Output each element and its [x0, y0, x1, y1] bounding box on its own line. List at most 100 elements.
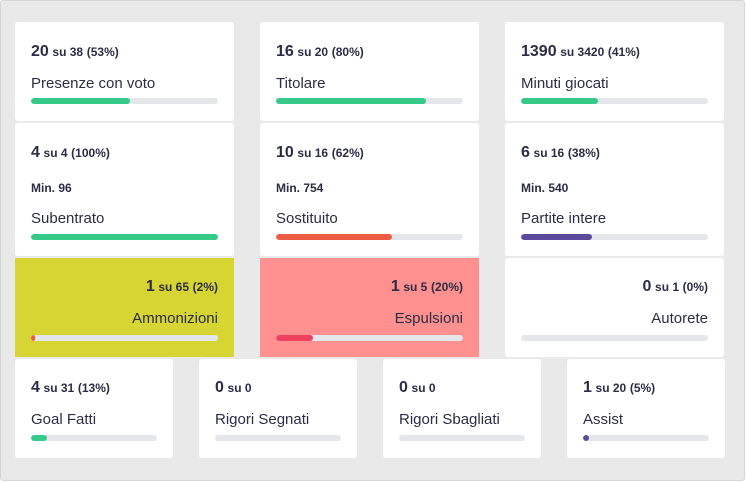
stat-label: Autorete: [651, 310, 708, 327]
stat-percent: (0%): [682, 280, 708, 294]
progress-fill: [31, 335, 35, 341]
stat-percent: (38%): [567, 146, 600, 160]
stat-label: Presenze con voto: [31, 75, 156, 92]
stat-minutes: Min. 754: [276, 181, 324, 195]
stat-value: 10: [276, 144, 294, 161]
stat-total: su 16: [297, 146, 329, 160]
stat-total: su 20: [595, 381, 627, 395]
stat-label: Subentrato: [31, 210, 105, 227]
stat-label: Minuti giocati: [521, 75, 609, 92]
progress-fill: [583, 435, 590, 441]
stat-percent: (20%): [430, 280, 463, 294]
stat-value: 1: [583, 379, 592, 396]
stat-card-assist: 1 su 20 (5%) Assist: [567, 359, 725, 458]
stat-total: su 16: [533, 146, 565, 160]
stat-total: su 31: [43, 381, 75, 395]
stat-percent: (41%): [607, 45, 640, 59]
stat-value: 0: [399, 379, 408, 396]
progress-bar: [399, 435, 525, 441]
stat-card-ammonizioni: 1 su 65 (2%) Ammonizioni: [15, 258, 234, 357]
stat-label: Rigori Segnati: [215, 411, 310, 428]
stat-total: su 4: [43, 146, 68, 160]
stat-minutes: Min. 96: [31, 181, 72, 195]
progress-bar: [521, 98, 708, 104]
progress-bar: [31, 234, 218, 240]
progress-bar: [31, 335, 218, 341]
progress-bar: [215, 435, 341, 441]
stat-card-partite-intere: 6 su 16 (38%) Min. 540 Partite intere: [505, 123, 724, 256]
stat-label: Ammonizioni: [132, 310, 218, 327]
stat-total: su 5: [403, 280, 428, 294]
stat-value-line: 0 su 1 (0%): [642, 278, 708, 296]
stat-value: 1390: [521, 43, 557, 60]
progress-fill: [276, 98, 426, 104]
stat-percent: (80%): [331, 45, 364, 59]
stat-label: Assist: [583, 411, 624, 428]
stat-card-minuti: 1390 su 3420 (41%) Minuti giocati: [505, 22, 724, 121]
stat-label: Rigori Sbagliati: [399, 411, 500, 428]
stat-total: su 0: [411, 381, 436, 395]
stat-value-line: 4 su 31 (13%): [31, 379, 110, 397]
stat-total: su 0: [227, 381, 252, 395]
stat-value: 1: [390, 278, 400, 295]
progress-bar: [276, 234, 463, 240]
stat-value: 4: [31, 379, 40, 396]
stat-value-line: 1 su 65 (2%): [146, 278, 218, 296]
stat-value-line: 6 su 16 (38%): [521, 144, 600, 162]
stat-value-line: 1390 su 3420 (41%): [521, 43, 640, 61]
stat-label: Goal Fatti: [31, 411, 97, 428]
stat-value: 20: [31, 43, 49, 60]
stat-value: 6: [521, 144, 530, 161]
stat-value-line: 4 su 4 (100%): [31, 144, 110, 162]
stat-label: Partite intere: [521, 210, 607, 227]
progress-bar: [276, 335, 463, 341]
stat-value-line: 10 su 16 (62%): [276, 144, 364, 162]
stat-percent: (13%): [77, 381, 110, 395]
progress-bar: [31, 435, 157, 441]
stat-card-subentrato: 4 su 4 (100%) Min. 96 Subentrato: [15, 123, 234, 256]
stat-total: su 65: [158, 280, 190, 294]
progress-bar: [583, 435, 709, 441]
stat-total: su 1: [655, 280, 680, 294]
stat-value-line: 16 su 20 (80%): [276, 43, 364, 61]
stat-card-presenze: 20 su 38 (53%) Presenze con voto: [15, 22, 234, 121]
stat-card-titolare: 16 su 20 (80%) Titolare: [260, 22, 479, 121]
stat-value-line: 20 su 38 (53%): [31, 43, 119, 61]
stat-total: su 20: [297, 45, 329, 59]
progress-fill: [276, 234, 392, 240]
progress-bar: [521, 335, 708, 341]
stat-card-espulsioni: 1 su 5 (20%) Espulsioni: [260, 258, 479, 357]
stat-card-goal-fatti: 4 su 31 (13%) Goal Fatti: [15, 359, 173, 458]
progress-bar: [31, 98, 218, 104]
stat-value: 0: [642, 278, 652, 295]
stat-card-rigori-sbagliati: 0 su 0 Rigori Sbagliati: [383, 359, 541, 458]
progress-bar: [276, 98, 463, 104]
stat-value-line: 0 su 0: [399, 379, 436, 397]
stat-total: su 3420: [560, 45, 605, 59]
progress-bar: [521, 234, 708, 240]
progress-fill: [31, 435, 48, 441]
progress-fill: [521, 234, 593, 240]
stat-value-line: 1 su 5 (20%): [391, 278, 463, 296]
stat-card-autorete: 0 su 1 (0%) Autorete: [505, 258, 724, 357]
stat-percent: (53%): [86, 45, 119, 59]
stat-percent: (2%): [192, 280, 218, 294]
stat-minutes: Min. 540: [521, 181, 569, 195]
stat-card-rigori-segnati: 0 su 0 Rigori Segnati: [199, 359, 357, 458]
stat-total: su 38: [52, 45, 84, 59]
stat-label: Sostituito: [276, 210, 338, 227]
stat-percent: (100%): [71, 146, 110, 160]
progress-fill: [521, 98, 598, 104]
progress-fill: [31, 234, 218, 240]
stat-label: Espulsioni: [394, 310, 463, 327]
stat-value: 16: [276, 43, 294, 60]
stat-percent: (5%): [629, 381, 656, 395]
stat-value: 0: [215, 379, 224, 396]
progress-fill: [276, 335, 314, 341]
stat-label: Titolare: [276, 75, 326, 92]
stat-value-line: 1 su 20 (5%): [583, 379, 655, 397]
stat-value: 4: [31, 144, 40, 161]
stat-value-line: 0 su 0: [215, 379, 252, 397]
stat-card-sostituito: 10 su 16 (62%) Min. 754 Sostituito: [260, 123, 479, 256]
